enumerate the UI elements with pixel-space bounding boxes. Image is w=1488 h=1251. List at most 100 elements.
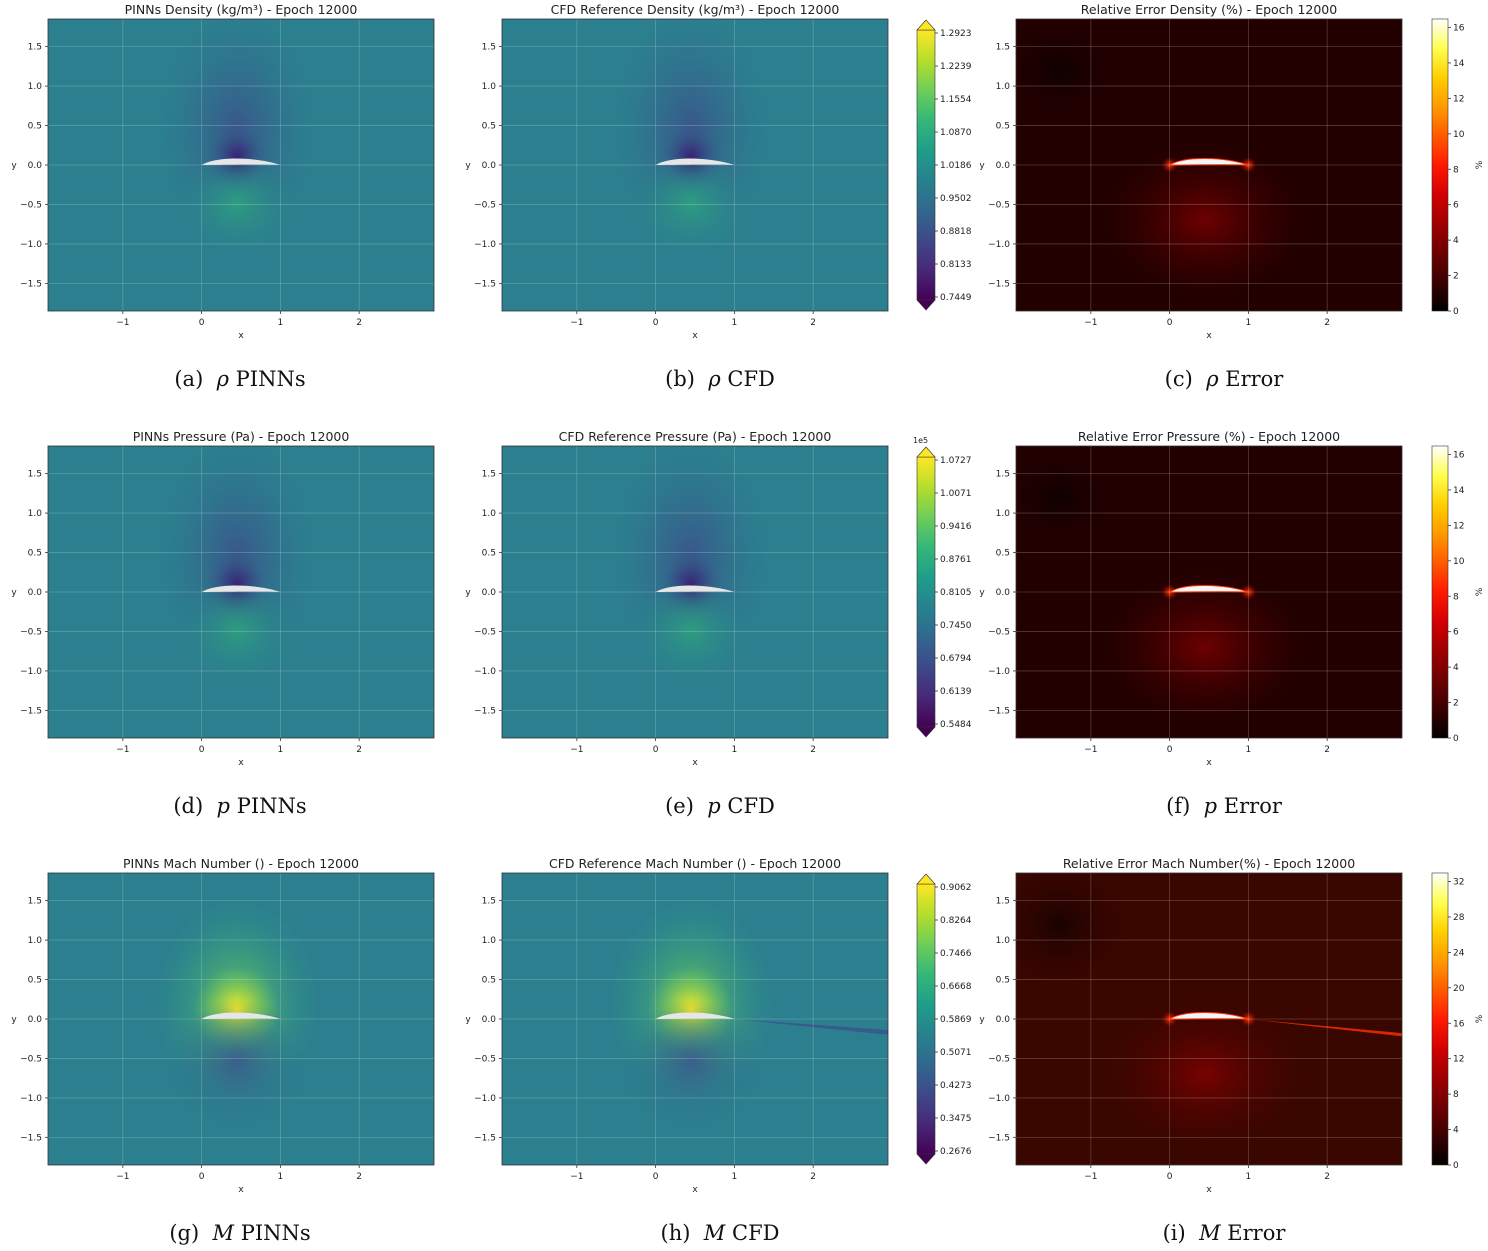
caption-symbol: p <box>1203 794 1218 818</box>
colorbar-extend-top <box>916 873 936 885</box>
field-g <box>48 873 434 1165</box>
x-tick-label: 0 <box>1167 745 1173 755</box>
x-tick-label: 0 <box>653 745 659 755</box>
field-i <box>1016 873 1402 1165</box>
caption-label: (i) <box>1162 1221 1186 1245</box>
colorbar-tick-label: 14 <box>1453 59 1465 69</box>
colorbar-tick-label: 8 <box>1453 165 1459 175</box>
y-tick-label: 1.5 <box>482 470 496 480</box>
y-tick-label: −1.5 <box>474 706 496 716</box>
caption-text: Error <box>1225 367 1284 391</box>
y-tick-label: −1.0 <box>988 1094 1010 1104</box>
caption-a: (a) ρ PINNs <box>0 367 488 391</box>
chart-title: Relative Error Pressure (%) - Epoch 1200… <box>1078 429 1340 444</box>
airfoil <box>1167 157 1249 166</box>
y-axis-label: y <box>11 161 17 171</box>
x-tick-label: −1 <box>116 318 129 328</box>
x-tick-label: 2 <box>1324 1172 1330 1182</box>
y-tick-label: 1.0 <box>482 509 497 519</box>
y-tick-label: 0.5 <box>482 549 496 559</box>
field-d <box>48 446 434 738</box>
field-e <box>502 446 888 738</box>
y-tick-label: −1.0 <box>20 1094 42 1104</box>
x-axis-label: x <box>692 758 698 768</box>
x-tick-label: 1 <box>278 318 284 328</box>
x-tick-label: 0 <box>199 318 205 328</box>
caption-label: (h) <box>660 1221 691 1245</box>
colorbar-tick-label: 8 <box>1453 592 1459 602</box>
x-tick-label: 2 <box>810 1172 816 1182</box>
field-b <box>502 19 888 311</box>
x-axis-label: x <box>238 758 244 768</box>
error-lobe <box>1102 568 1308 726</box>
colorbar-tick-label: 16 <box>1453 1019 1465 1029</box>
y-tick-label: 1.0 <box>996 82 1011 92</box>
colorbar-extend-top <box>916 446 936 458</box>
colorbar-tick-label: 2 <box>1453 699 1459 709</box>
x-tick-label: −1 <box>570 1172 583 1182</box>
caption-text: PINNs <box>236 794 307 818</box>
panel-i: Relative Error Mach Number(%) - Epoch 12… <box>979 856 1403 1195</box>
y-tick-label: 0.0 <box>996 161 1011 171</box>
y-tick-label: 0.5 <box>996 549 1010 559</box>
y-tick-label: 1.0 <box>28 82 43 92</box>
lower-high <box>174 149 301 260</box>
colorbar-tick-label: 2 <box>1453 272 1459 282</box>
colorbar-gradient <box>1431 18 1449 312</box>
colorbar-tick-label: 8 <box>1453 1090 1459 1100</box>
caption-d: (d) p PINNs <box>0 794 488 818</box>
caption-e: (e) p CFD <box>472 794 968 818</box>
colorbar-label: % <box>1475 1014 1485 1023</box>
x-tick-label: −1 <box>1084 318 1097 328</box>
caption-label: (f) <box>1166 794 1191 818</box>
y-tick-label: −0.5 <box>474 627 496 637</box>
y-tick-label: −0.5 <box>988 1054 1010 1064</box>
lower-low <box>620 999 762 1126</box>
lower-high <box>628 576 755 687</box>
airfoil <box>201 158 281 165</box>
caption-symbol: M <box>1199 1221 1221 1245</box>
error-lobe <box>1102 995 1308 1153</box>
y-tick-label: −1.5 <box>20 1133 42 1143</box>
colorbar-tick-label: 28 <box>1453 913 1465 923</box>
x-tick-label: 1 <box>732 745 738 755</box>
colorbar-b: 1.2923 1.2239 1.1554 1.0870 1.0186 0.9502 0.88… <box>916 19 972 311</box>
caption-symbol: M <box>703 1221 726 1245</box>
y-tick-label: 1.0 <box>482 82 497 92</box>
wake-error <box>1248 1019 1402 1037</box>
colorbar-tick-label: 0.2676 <box>940 1147 972 1157</box>
y-tick-label: 1.5 <box>996 470 1010 480</box>
caption-text: PINNs <box>240 1221 311 1245</box>
x-tick-label: −1 <box>116 1172 129 1182</box>
chart-title: PINNs Density (kg/m³) - Epoch 12000 <box>125 2 358 17</box>
x-tick-label: 1 <box>1246 318 1252 328</box>
colorbar-tick-label: 20 <box>1453 984 1465 994</box>
colorbar-tick-label: 0.9502 <box>940 194 972 204</box>
low-error <box>1016 873 1131 988</box>
caption-b: (b) ρ CFD <box>472 367 968 391</box>
y-tick-label: −1.0 <box>474 667 496 677</box>
colorbar-tick-label: 1.0071 <box>940 489 972 499</box>
x-tick-label: 1 <box>732 1172 738 1182</box>
caption-symbol: ρ <box>216 367 229 391</box>
y-tick-label: 0.0 <box>996 1015 1011 1025</box>
x-axis-label: x <box>1206 1185 1212 1195</box>
low-error <box>1016 19 1131 134</box>
caption-label: (a) <box>174 367 204 391</box>
colorbar-tick-label: 0.5484 <box>940 720 972 730</box>
x-tick-label: 1 <box>732 318 738 328</box>
colorbar-tick-label: 12 <box>1453 94 1464 104</box>
colorbar-tick-label: 14 <box>1453 486 1465 496</box>
y-tick-label: 1.5 <box>996 897 1010 907</box>
panel-g: PINNs Mach Number () - Epoch 12000 −1 0 1 2 −… <box>11 856 435 1195</box>
x-tick-label: 0 <box>199 745 205 755</box>
x-tick-label: 0 <box>1167 318 1173 328</box>
lower-high <box>174 576 301 687</box>
caption-label: (e) <box>665 794 694 818</box>
colorbar-tick-label: 0 <box>1453 1161 1459 1171</box>
chart-title: PINNs Mach Number () - Epoch 12000 <box>123 856 359 871</box>
y-tick-label: −1.5 <box>474 279 496 289</box>
x-tick-label: 0 <box>653 318 659 328</box>
x-axis-label: x <box>238 331 244 341</box>
